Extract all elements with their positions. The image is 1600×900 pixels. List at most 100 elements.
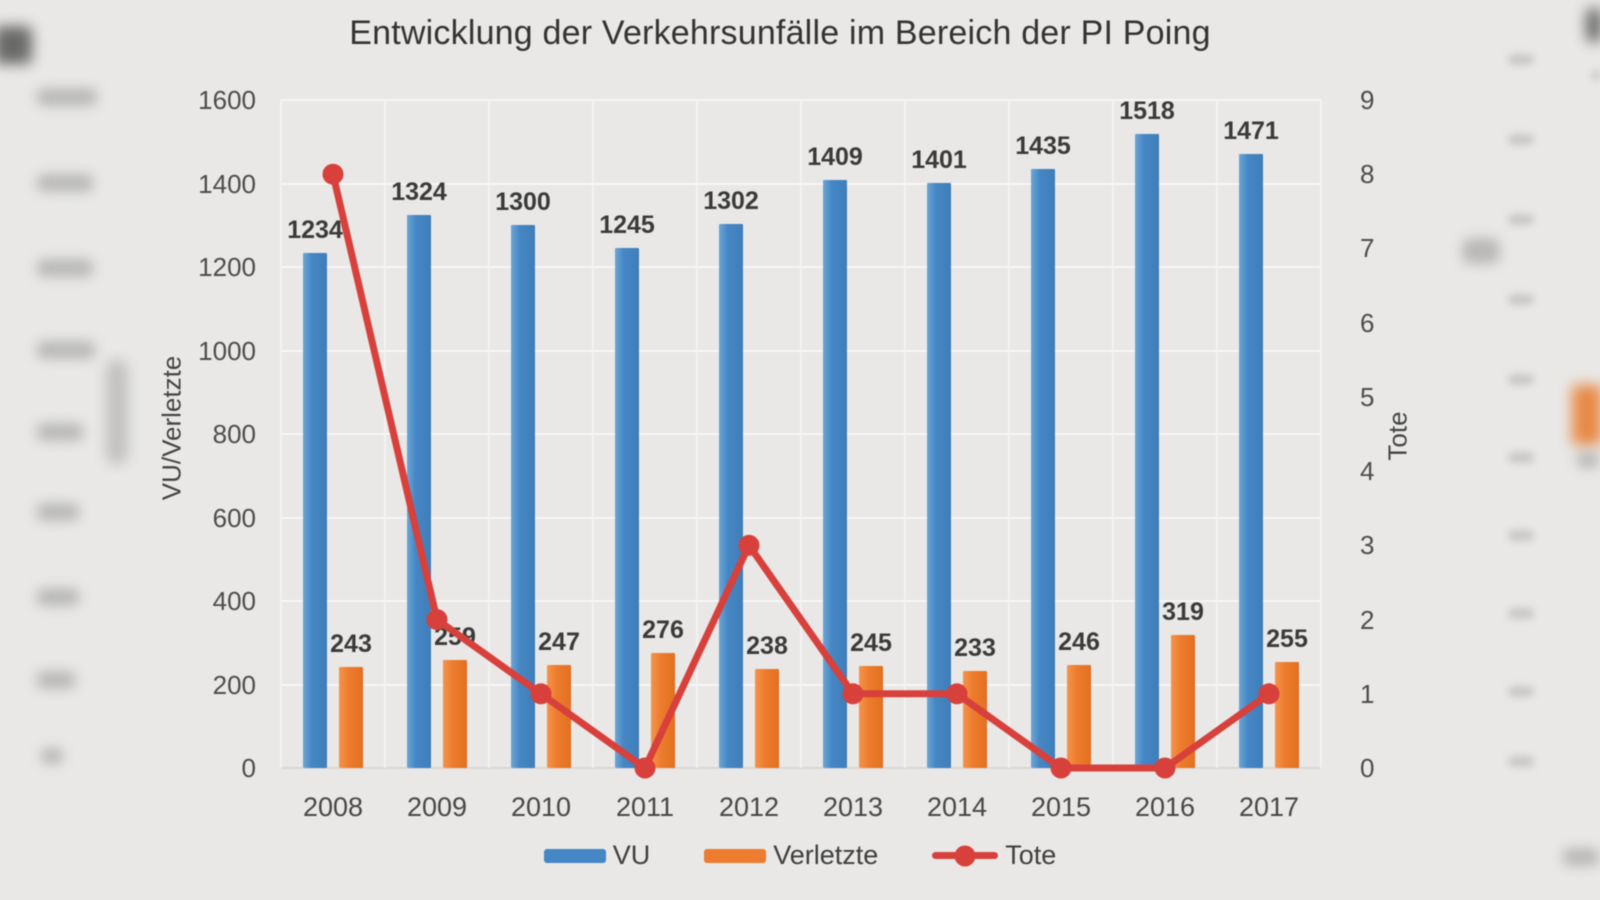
- blur-artifact: [0, 26, 32, 64]
- tote-point-2009: [426, 609, 448, 631]
- right-tick-5: 5: [1360, 381, 1375, 412]
- data-label-verletzte-2017: 255: [1266, 624, 1308, 653]
- data-label-vu-2013: 1409: [807, 142, 863, 171]
- left-tick-1200: 1200: [198, 252, 256, 282]
- data-label-verletzte-2013: 245: [850, 628, 892, 657]
- bar-vu-2008: [303, 252, 327, 768]
- gridline: [1216, 100, 1218, 768]
- blur-artifact: [1508, 530, 1534, 541]
- data-label-vu-2014: 1401: [911, 146, 967, 175]
- gridline: [696, 100, 698, 768]
- blur-artifact: [1508, 294, 1534, 305]
- gridline: [1320, 100, 1322, 768]
- right-tick-7: 7: [1360, 233, 1375, 264]
- data-label-verletzte-2011: 276: [642, 615, 684, 644]
- plot-area: 1234 243 1324 259 1300 247 1245 276 1302 238 1409 2…: [280, 97, 1322, 779]
- tote-point-2013: [842, 683, 864, 705]
- gridline: [280, 100, 282, 768]
- gridline: [1008, 100, 1010, 768]
- gridline: [904, 100, 906, 768]
- bar-verletzte-2015: [1067, 665, 1091, 768]
- x-tick-2017: 2017: [1238, 792, 1300, 822]
- blur-artifact: [106, 360, 128, 464]
- x-tick-2011: 2011: [615, 792, 675, 822]
- right-tick-6: 6: [1360, 307, 1375, 338]
- tote-point-2016: [1154, 757, 1176, 779]
- left-tick-600: 600: [212, 502, 256, 533]
- x-tick-2012: 2012: [718, 792, 780, 822]
- blur-artifact: [1586, 8, 1600, 42]
- blur-artifact: [1508, 686, 1534, 697]
- blur-artifact: [36, 503, 80, 521]
- blur-artifact: [1576, 452, 1600, 468]
- bar-vu-2016: [1135, 134, 1159, 768]
- right-tick-3: 3: [1360, 530, 1375, 561]
- data-label-verletzte-2010: 247: [538, 627, 580, 656]
- data-label-vu-2012: 1302: [703, 187, 759, 216]
- blur-artifact: [1572, 385, 1600, 445]
- right-tick-0: 0: [1360, 753, 1375, 783]
- blur-artifact: [1508, 54, 1534, 65]
- bar-vu-2011: [615, 248, 639, 768]
- gridline: [488, 100, 490, 768]
- x-tick-2016: 2016: [1134, 792, 1196, 822]
- verletzte-legend-swatch: [704, 848, 767, 863]
- bar-verletzte-2013: [859, 665, 883, 768]
- tote-point-2008: [322, 163, 344, 185]
- blur-artifact: [36, 88, 98, 106]
- blur-artifact: [1508, 608, 1534, 619]
- legend-item-verletzte: Verletzte: [704, 840, 878, 871]
- tote-point-2014: [946, 683, 968, 705]
- x-tick-2010: 2010: [510, 792, 572, 822]
- tote-point-2010: [530, 683, 552, 705]
- bar-verletzte-2017: [1275, 661, 1299, 768]
- legend-label-verletzte: Verletzte: [773, 840, 879, 870]
- x-tick-2014: 2014: [926, 792, 988, 822]
- bar-verletzte-2009: [443, 659, 467, 768]
- blur-artifact: [40, 748, 64, 764]
- data-label-vu-2008: 1234: [287, 215, 343, 244]
- data-label-verletzte-2014: 233: [954, 633, 996, 662]
- data-label-vu-2009: 1324: [391, 178, 447, 207]
- blur-artifact: [1462, 238, 1500, 264]
- x-tick-2013: 2013: [822, 792, 884, 822]
- data-labels: 1234 243 1324 259 1300 247 1245 276 1302 238 1409 2…: [281, 97, 1321, 768]
- data-label-verletzte-2016: 319: [1162, 597, 1204, 626]
- data-label-verletzte-2015: 246: [1058, 628, 1100, 657]
- x-tick-2015: 2015: [1030, 792, 1092, 822]
- x-tick-2009: 2009: [406, 792, 468, 822]
- data-label-verletzte-2008: 243: [330, 629, 372, 658]
- data-label-vu-2015: 1435: [1015, 131, 1071, 160]
- tote-point-2017: [1258, 683, 1280, 705]
- bar-vu-2009: [407, 215, 431, 768]
- left-tick-1600: 1600: [198, 85, 256, 115]
- blur-artifact: [1508, 452, 1534, 463]
- bar-vu-2015: [1031, 168, 1055, 768]
- bar-verletzte-2012: [755, 668, 779, 768]
- blur-artifact: [1508, 756, 1534, 767]
- bar-verletzte-2014: [963, 670, 987, 768]
- data-label-vu-2011: 1245: [599, 211, 655, 240]
- tote-legend-marker: [954, 845, 976, 866]
- left-tick-800: 800: [212, 419, 256, 449]
- gridline: [384, 100, 386, 768]
- legend-label-vu: VU: [612, 840, 651, 870]
- blur-artifact: [1508, 134, 1534, 145]
- right-tick-8: 8: [1360, 159, 1375, 190]
- left-tick-400: 400: [212, 586, 256, 616]
- right-tick-9: 9: [1360, 85, 1375, 115]
- x-tick-2008: 2008: [302, 792, 364, 822]
- bar-verletzte-2008: [339, 666, 363, 768]
- left-tick-200: 200: [212, 669, 256, 700]
- legend: VU Verletzte Tote: [0, 840, 1600, 871]
- right-axis-title: Tote: [1382, 411, 1413, 461]
- legend-label-tote: Tote: [1005, 840, 1057, 870]
- tote-point-2011: [634, 757, 656, 779]
- tote-legend-line: [932, 845, 999, 866]
- left-tick-1400: 1400: [198, 168, 256, 199]
- bar-vu-2014: [927, 183, 951, 768]
- gridline: [281, 767, 1321, 769]
- data-label-vu-2010: 1300: [495, 188, 551, 217]
